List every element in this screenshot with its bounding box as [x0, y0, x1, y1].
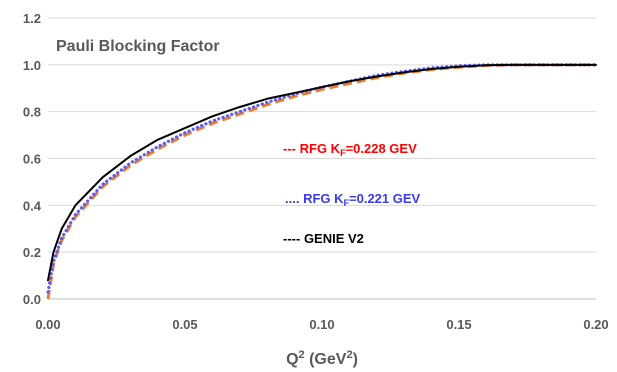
legend-entry-1-main: RFG K [303, 191, 344, 206]
legend: --- RFG KF=0.228 GEV .... RFG KF=0.221 G… [283, 141, 421, 246]
x-axis-title-units-open: (GeV [305, 351, 347, 368]
tick-labels: 0.0 0.2 0.4 0.6 0.8 1.0 1.2 0.00 0.05 0.10 0.15 0.2… [23, 11, 609, 332]
x-tick-label: 0.00 [35, 317, 60, 332]
x-tick-label: 0.15 [446, 317, 471, 332]
legend-entry-rfg-0221: .... RFG KF=0.221 GEV [285, 191, 421, 208]
x-tick-label: 0.20 [583, 317, 608, 332]
y-tick-label: 1.2 [23, 11, 41, 26]
x-tick-label: 0.10 [309, 317, 334, 332]
legend-entry-genie-v2: ---- GENIE V2 [283, 231, 364, 246]
x-axis-title-units-sup: 2 [346, 349, 352, 361]
x-axis-title-base: Q [286, 351, 298, 368]
series-line-dotted [46, 63, 598, 294]
y-tick-label: 1.0 [23, 58, 41, 73]
x-axis-title-sup: 2 [299, 349, 305, 361]
legend-entry-0-sub: F [340, 148, 346, 158]
legend-entry-0-suffix: =0.228 GEV [346, 141, 418, 156]
legend-entry-1-sub: F [344, 198, 350, 208]
legend-entry-2-main: GENIE V2 [304, 231, 364, 246]
series-line-solid [47, 63, 597, 282]
legend-entry-rfg-0228: --- RFG KF=0.228 GEV [283, 141, 417, 158]
y-tick-label: 0.6 [23, 152, 41, 167]
series-lines [46, 63, 598, 300]
legend-entry-0-prefix: --- [283, 141, 300, 156]
x-tick-label: 0.05 [172, 317, 197, 332]
y-tick-label: 0.4 [23, 198, 42, 213]
legend-entry-1-prefix: .... [285, 191, 303, 206]
y-tick-label: 0.0 [23, 292, 41, 307]
y-tick-label: 0.2 [23, 245, 41, 260]
series-line-dashed [46, 63, 596, 300]
y-tick-label: 0.8 [23, 105, 41, 120]
chart-title: Pauli Blocking Factor [56, 38, 220, 55]
legend-entry-1-suffix: =0.221 GEV [349, 191, 421, 206]
x-axis-title-units-close: ) [353, 351, 358, 368]
legend-entry-2-prefix: ---- [283, 231, 304, 246]
legend-entry-0-main: RFG K [300, 141, 341, 156]
x-axis-title: Q2 (GeV2) [286, 349, 358, 368]
